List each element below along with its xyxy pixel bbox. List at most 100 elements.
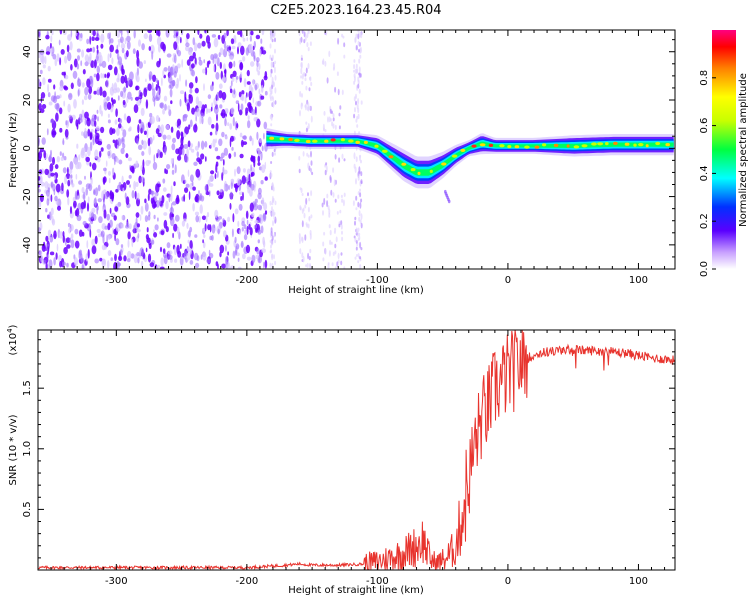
noise-speck [172,79,176,87]
noise-speck [220,70,223,80]
noise-speck [149,112,153,118]
noise-speck [164,146,167,155]
noise-speck [232,213,235,223]
noise-speck [257,229,262,235]
ridge-hotspot [479,143,486,147]
noise-speck [186,222,189,229]
noise-speck [241,227,244,232]
noise-speck [59,151,62,156]
noise-speck [44,168,49,176]
noise-speck [145,78,147,83]
noise-speck [324,129,327,133]
noise-speck [157,88,160,98]
noise-speck [163,74,166,79]
noise-speck [359,202,362,209]
ridge-hotspot [624,142,630,146]
noise-speck [125,153,129,159]
noise-speck [65,120,68,126]
noise-speck [358,88,361,94]
noise-speck [214,209,219,219]
noise-speck [231,146,234,151]
noise-speck [241,220,245,227]
noise-speck [118,123,122,129]
noise-speck [194,87,199,94]
noise-speck [97,233,102,238]
noise-speck [229,123,233,130]
noise-speck [121,223,124,229]
noise-speck [324,169,327,176]
noise-speck [60,49,65,55]
noise-speck [214,173,217,180]
noise-speck [257,192,262,200]
ridge-hotspot [279,137,285,141]
noise-speck [303,39,306,44]
noise-speck [358,66,361,73]
noise-speck [216,155,221,160]
noise-speck [120,147,125,155]
noise-speck [155,115,160,122]
noise-speck [153,229,155,234]
noise-speck [242,141,248,146]
noise-speck [45,208,48,213]
noise-speck [241,93,245,102]
noise-speck [127,231,131,240]
colorbar-tick-label: 0.8 [699,70,710,86]
noise-speck [181,148,185,156]
noise-speck [136,137,139,145]
noise-speck [90,60,95,68]
noise-speck [162,69,165,77]
noise-speck [170,202,173,212]
ridge-hotspot [288,137,293,142]
noise-speck [106,73,110,79]
noise-speck [242,168,246,173]
noise-speck [150,44,155,54]
noise-speck [193,42,198,52]
noise-speck [246,225,249,235]
colorbar-tick-label: 0.0 [699,261,710,277]
noise-speck [90,212,95,220]
noise-speck [341,89,344,96]
noise-speck [357,175,360,181]
noise-speck [125,224,130,229]
noise-speck [53,175,56,180]
noise-speck [44,181,49,189]
ridge-hotspot [305,139,311,144]
noise-speck [122,129,127,138]
noise-speck [238,109,243,116]
noise-speck [300,67,303,75]
noise-speck [199,33,203,39]
noise-speck [93,59,97,69]
noise-speck [236,123,239,129]
noise-speck [148,122,151,128]
noise-speck [246,37,249,42]
noise-speck [274,87,277,94]
colorbar-tick-label: 0.2 [699,213,710,229]
noise-speck [90,176,93,186]
noise-speck [341,230,343,235]
noise-speck [86,78,91,88]
noise-speck [59,30,63,35]
noise-speck [251,212,255,218]
noise-speck [341,33,344,38]
noise-speck [305,264,308,268]
ridge-hotspot [460,148,466,152]
noise-speck [73,99,77,109]
ridge-hotspot [410,168,416,172]
snr-xlabel: Height of straight line (km) [288,585,424,596]
ridge-hotspot [401,162,407,166]
noise-speck [163,254,168,265]
ridge-hotspot [524,145,530,149]
noise-speck [228,184,230,191]
noise-speck [82,69,86,75]
noise-speck [62,138,65,146]
noise-speck [56,156,60,163]
noise-speck [99,55,101,65]
noise-speck [56,102,60,112]
noise-speck [240,196,243,201]
noise-speck [182,132,187,138]
noise-speck [133,180,137,191]
noise-speck [115,157,120,163]
noise-speck [51,30,54,36]
noise-speck [246,256,252,261]
noise-speck [359,73,362,78]
